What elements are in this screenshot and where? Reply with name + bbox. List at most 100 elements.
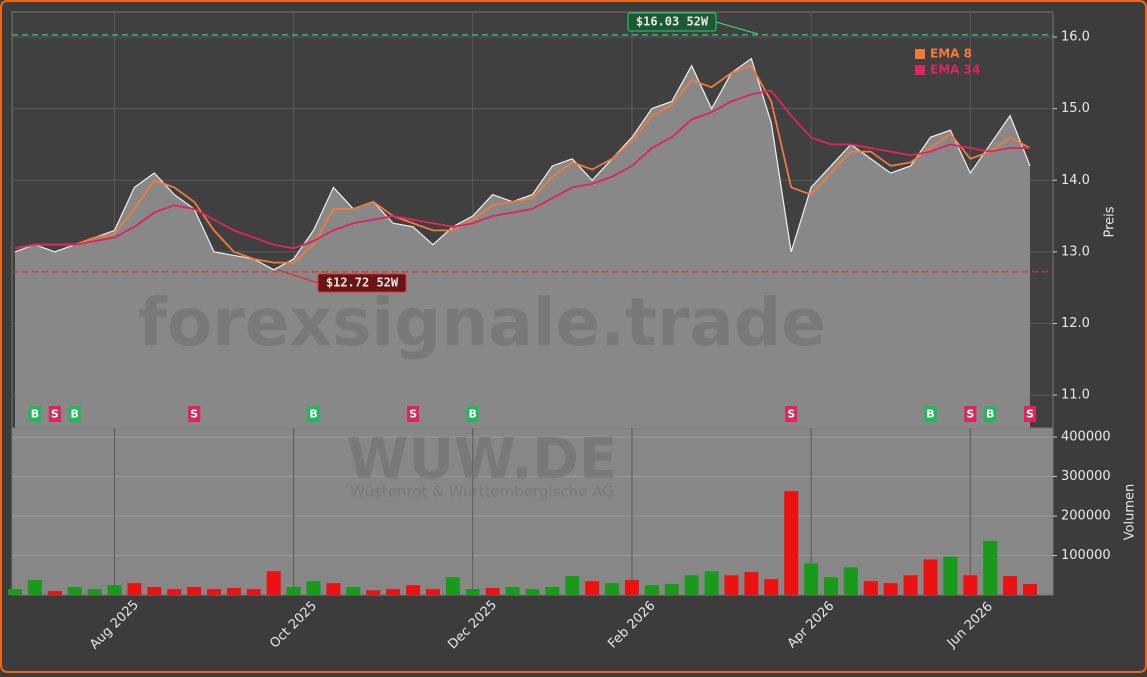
signal-label: S bbox=[787, 408, 795, 421]
y2-axis-label: Volumen bbox=[1123, 484, 1138, 541]
volume-bar bbox=[1003, 576, 1018, 595]
volume-bar bbox=[724, 575, 739, 595]
signal-badge bbox=[68, 406, 81, 422]
y-axis-label: Preis bbox=[1103, 206, 1118, 237]
volume-bar bbox=[326, 583, 341, 595]
volume-bar bbox=[644, 585, 659, 595]
low-52w-arrow bbox=[277, 269, 319, 284]
signal-badge bbox=[307, 406, 320, 422]
signal-label: S bbox=[409, 408, 417, 421]
area-layer bbox=[15, 58, 1030, 429]
y-tick-label: 16.0 bbox=[1061, 30, 1090, 45]
signal-badge bbox=[188, 406, 201, 422]
volume-bar bbox=[843, 567, 858, 595]
volume-bar bbox=[147, 587, 162, 595]
signal-badge bbox=[1024, 406, 1036, 422]
volume-bar bbox=[883, 583, 898, 595]
volume-bar bbox=[684, 575, 699, 595]
volume-bar bbox=[505, 587, 520, 595]
ema-line bbox=[14, 64, 1031, 264]
volume-bar bbox=[923, 559, 938, 595]
y2-tick-label: 100000 bbox=[1061, 548, 1111, 563]
signal-badge bbox=[964, 406, 977, 422]
y2-tick-label: 400000 bbox=[1061, 430, 1111, 445]
volume-bar bbox=[286, 587, 301, 595]
volume-bar bbox=[943, 556, 958, 595]
y-tick-label: 13.0 bbox=[1061, 244, 1090, 259]
volume-bar bbox=[8, 589, 22, 595]
signal-label: B bbox=[986, 408, 994, 421]
volume-bar bbox=[246, 589, 261, 595]
volume-bar bbox=[226, 587, 241, 595]
volume-bar bbox=[903, 575, 918, 595]
ema-line bbox=[14, 89, 1030, 250]
signal-label: B bbox=[31, 408, 39, 421]
watermark: forexsignale.trade bbox=[138, 284, 826, 361]
signal-badge bbox=[924, 406, 937, 422]
low-52w-label: $12.72 52W bbox=[326, 276, 399, 290]
signal-label: B bbox=[309, 408, 317, 421]
volume-bar bbox=[1023, 583, 1037, 595]
volume-bar bbox=[565, 576, 580, 595]
signal-label: S bbox=[1026, 408, 1034, 421]
volume-bar bbox=[764, 579, 779, 595]
volume-bar bbox=[207, 589, 222, 595]
volume-bar bbox=[67, 587, 82, 595]
volume-bar bbox=[27, 579, 42, 595]
y2-tick-label: 200000 bbox=[1061, 509, 1111, 524]
signal-label: S bbox=[190, 408, 198, 421]
volume-bar bbox=[266, 571, 281, 595]
y-tick-label: 12.0 bbox=[1061, 316, 1090, 331]
volume-bar bbox=[107, 585, 122, 595]
high-52w-label: $16.03 52W bbox=[636, 15, 709, 29]
signal-badge bbox=[407, 406, 420, 422]
volume-bar bbox=[624, 579, 639, 595]
volume-bar bbox=[187, 587, 202, 595]
signal-label: S bbox=[966, 408, 974, 421]
volume-bar bbox=[366, 590, 381, 595]
volume-bar bbox=[306, 581, 321, 595]
volume-bar bbox=[863, 581, 878, 595]
volume-bar bbox=[406, 585, 421, 595]
volume-bar bbox=[485, 587, 500, 595]
volume-bar bbox=[47, 591, 62, 595]
signal-label: B bbox=[926, 408, 934, 421]
volume-bar bbox=[545, 587, 560, 595]
y-tick-label: 14.0 bbox=[1061, 173, 1090, 188]
signal-badge bbox=[28, 406, 41, 422]
volume-bar bbox=[425, 589, 440, 595]
y2-tick-label: 300000 bbox=[1061, 469, 1111, 484]
volume-watermark-subtitle: Wüstenrot & Württembergische AG bbox=[350, 483, 613, 501]
volume-bar bbox=[525, 589, 540, 595]
volume-bar bbox=[445, 577, 460, 595]
signal-label: B bbox=[71, 408, 79, 421]
signal-badge bbox=[48, 406, 61, 422]
legend-label: EMA 8 bbox=[930, 47, 972, 61]
volume-bar bbox=[963, 575, 978, 595]
volume-bar bbox=[704, 571, 719, 595]
volume-bar bbox=[465, 589, 480, 595]
volume-bar bbox=[127, 583, 142, 595]
high-52w-arrow bbox=[715, 21, 759, 35]
y-tick-label: 11.0 bbox=[1061, 388, 1090, 403]
volume-bar bbox=[167, 589, 182, 595]
volume-watermark: WUW.DE bbox=[347, 427, 617, 492]
volume-bar bbox=[664, 583, 679, 595]
volume-bar bbox=[585, 581, 600, 595]
volume-bar bbox=[605, 583, 620, 595]
signal-label: S bbox=[51, 408, 59, 421]
legend-swatch bbox=[915, 49, 925, 59]
volume-bar bbox=[744, 572, 759, 595]
legend-swatch bbox=[915, 65, 925, 75]
signal-label: B bbox=[469, 408, 477, 421]
volume-bar bbox=[823, 577, 838, 595]
volume-bar bbox=[346, 587, 361, 595]
signal-badge bbox=[984, 406, 997, 422]
volume-bar bbox=[386, 589, 401, 595]
legend-label: EMA 34 bbox=[930, 63, 980, 77]
volume-bar bbox=[983, 540, 998, 595]
volume-bar bbox=[804, 563, 819, 595]
price-area bbox=[15, 58, 1030, 429]
